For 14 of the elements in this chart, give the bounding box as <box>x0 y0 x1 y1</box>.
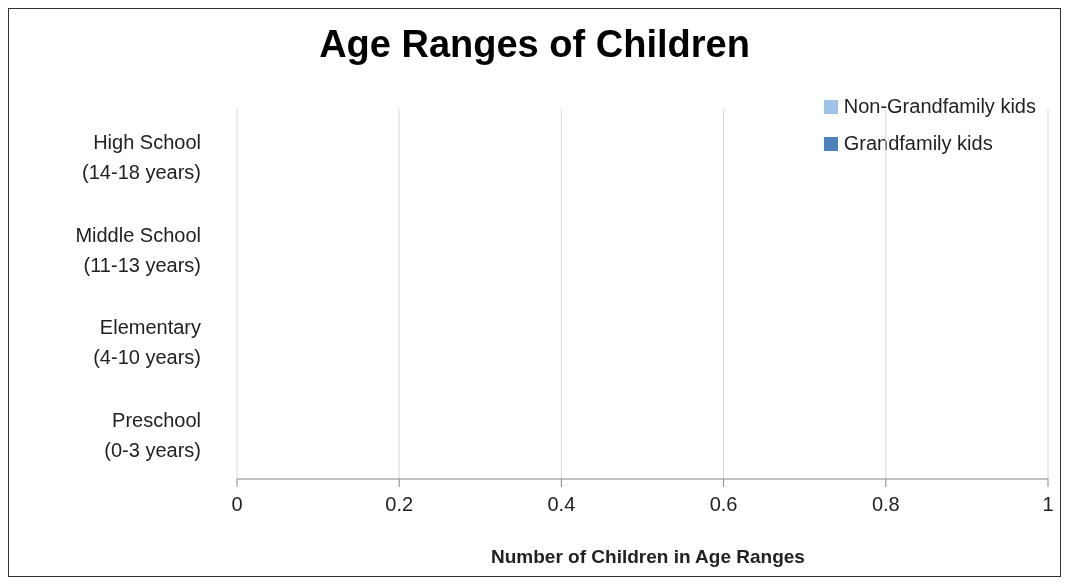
y-tick-label: Middle School (11-13 years) <box>75 223 201 276</box>
x-tick-label: 0.4 <box>547 493 576 516</box>
x-tick-label: 0 <box>231 493 243 516</box>
chart-title: Age Ranges of Children <box>318 23 751 66</box>
legend-label: Grandfamily kids <box>843 132 993 155</box>
legend-label: Non-Grandfamily kids <box>843 95 1036 118</box>
y-tick-label: High School (14-18 years) <box>82 131 201 184</box>
x-axis-title: Number of Children in Age Ranges <box>490 546 806 568</box>
x-tick-label: 0.2 <box>385 493 414 516</box>
x-tick-label: 0.6 <box>709 493 738 516</box>
y-tick-label: Elementary (4-10 years) <box>93 316 201 369</box>
x-tick-label: 1 <box>1042 493 1054 516</box>
y-tick-label: Preschool (0-3 years) <box>104 408 201 461</box>
x-tick-label: 0.8 <box>871 493 900 516</box>
